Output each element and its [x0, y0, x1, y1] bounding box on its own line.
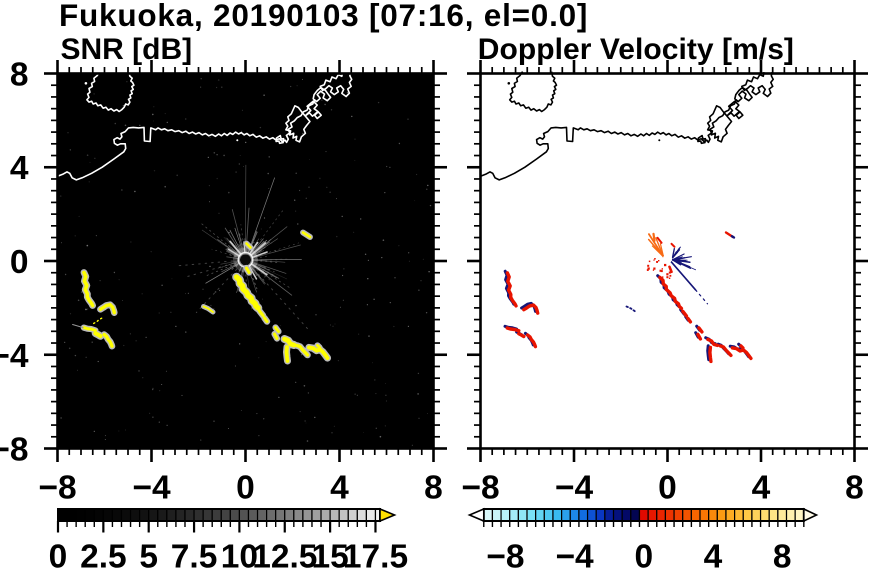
svg-text:Fukuoka, 20190103 [07:16, el=0: Fukuoka, 20190103 [07:16, el=0.0] — [59, 0, 588, 33]
svg-text:17.5: 17.5 — [343, 539, 408, 570]
svg-text:15: 15 — [311, 539, 348, 570]
svg-text:0: 0 — [658, 470, 677, 507]
svg-text:−4: −4 — [555, 539, 594, 570]
svg-text:0: 0 — [634, 539, 653, 570]
svg-text:4: 4 — [10, 150, 29, 187]
svg-text:5: 5 — [139, 539, 158, 570]
svg-text:4: 4 — [752, 470, 771, 507]
svg-text:10: 10 — [221, 539, 258, 570]
svg-text:SNR [dB]: SNR [dB] — [61, 33, 193, 66]
svg-text:0: 0 — [10, 244, 29, 281]
svg-text:0: 0 — [49, 539, 68, 570]
svg-text:−8: −8 — [38, 470, 76, 507]
svg-text:8: 8 — [773, 539, 792, 570]
svg-text:8: 8 — [10, 57, 29, 94]
svg-text:−4: −4 — [0, 338, 29, 375]
svg-text:−8: −8 — [0, 432, 29, 469]
svg-text:−8: −8 — [461, 470, 499, 507]
svg-text:−8: −8 — [486, 539, 524, 570]
svg-text:2.5: 2.5 — [80, 539, 127, 570]
svg-text:7.5: 7.5 — [171, 539, 218, 570]
svg-text:Doppler Velocity [m/s]: Doppler Velocity [m/s] — [478, 33, 794, 66]
svg-text:8: 8 — [845, 470, 864, 507]
svg-text:−4: −4 — [555, 470, 594, 507]
svg-text:−4: −4 — [132, 470, 171, 507]
svg-text:0: 0 — [236, 470, 255, 507]
svg-text:4: 4 — [330, 470, 349, 507]
svg-text:4: 4 — [704, 539, 723, 570]
svg-text:12.5: 12.5 — [252, 539, 317, 570]
svg-text:8: 8 — [424, 470, 443, 507]
